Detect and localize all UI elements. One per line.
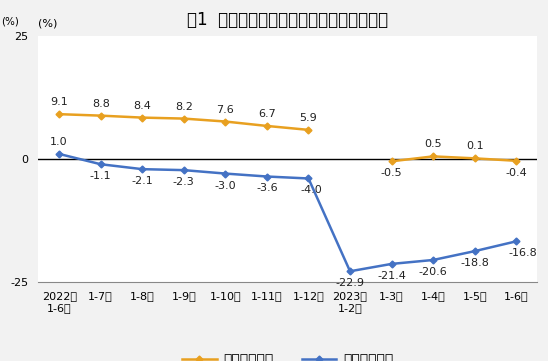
利润总额增速 (139, 167, 146, 171)
Text: (%): (%) (1, 16, 19, 26)
营业收入增速 (180, 116, 187, 121)
Text: 0.1: 0.1 (466, 142, 483, 151)
Text: -2.1: -2.1 (132, 176, 153, 186)
Text: -20.6: -20.6 (419, 267, 448, 277)
营业收入增速 (139, 116, 146, 120)
Text: -3.6: -3.6 (256, 183, 278, 193)
利润总额增速 (305, 176, 312, 180)
Text: 5.9: 5.9 (300, 113, 317, 123)
Text: -22.9: -22.9 (335, 278, 364, 288)
Text: 9.1: 9.1 (50, 97, 68, 107)
Text: 0.5: 0.5 (424, 139, 442, 149)
Text: 8.4: 8.4 (133, 101, 151, 111)
Text: 1.0: 1.0 (50, 137, 68, 147)
营业收入增速 (305, 128, 312, 132)
Line: 利润总额增速: 利润总额增速 (56, 152, 519, 274)
利润总额增速 (389, 262, 395, 266)
Text: -21.4: -21.4 (377, 271, 406, 281)
利润总额增速 (513, 239, 520, 243)
营业收入增速 (56, 112, 62, 116)
利润总额增速 (222, 171, 229, 176)
Text: -0.5: -0.5 (381, 168, 402, 178)
Title: 图1  各月累计营业收入与利润总额同比增速: 图1 各月累计营业收入与利润总额同比增速 (187, 11, 389, 29)
利润总额增速 (98, 162, 104, 166)
Text: 8.8: 8.8 (92, 99, 110, 109)
Text: -3.0: -3.0 (215, 180, 236, 191)
Text: -18.8: -18.8 (460, 258, 489, 268)
Text: -16.8: -16.8 (509, 248, 538, 258)
利润总额增速 (180, 168, 187, 172)
Text: -0.4: -0.4 (505, 168, 527, 178)
Legend: 营业收入增速, 利润总额增速: 营业收入增速, 利润总额增速 (176, 348, 399, 361)
营业收入增速 (98, 113, 104, 118)
Line: 营业收入增速: 营业收入增速 (56, 112, 311, 132)
利润总额增速 (264, 174, 270, 179)
营业收入增速 (264, 124, 270, 128)
Text: -1.1: -1.1 (90, 171, 111, 181)
Text: 7.6: 7.6 (216, 105, 234, 114)
Text: (%): (%) (38, 19, 58, 29)
利润总额增速 (430, 258, 436, 262)
营业收入增速 (222, 119, 229, 124)
Text: -4.0: -4.0 (300, 186, 322, 195)
Text: -2.3: -2.3 (173, 177, 195, 187)
Text: 6.7: 6.7 (258, 109, 276, 119)
利润总额增速 (471, 249, 478, 253)
利润总额增速 (347, 269, 353, 273)
利润总额增速 (56, 152, 62, 156)
Text: 8.2: 8.2 (175, 102, 193, 112)
